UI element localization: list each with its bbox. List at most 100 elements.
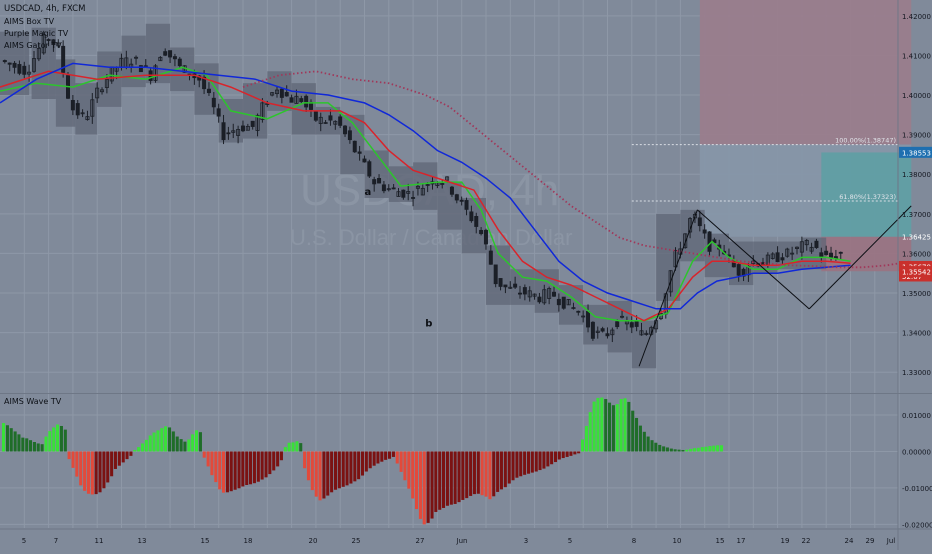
- candle-body: [41, 33, 46, 54]
- candle-body: [556, 298, 561, 306]
- wave-bar: [465, 451, 469, 499]
- wave-bar: [569, 451, 573, 456]
- wave-bar: [260, 451, 264, 480]
- wave-bar: [480, 451, 484, 496]
- candle-body: [36, 48, 41, 60]
- wave-panel-title[interactable]: AIMS Wave TV: [4, 397, 62, 406]
- wave-bar: [94, 451, 98, 495]
- indicator-legend-magic[interactable]: Purple Magic TV: [4, 29, 69, 38]
- candle-body: [581, 315, 586, 318]
- time-tick-label: 17: [737, 537, 746, 545]
- aims-box: [437, 182, 462, 230]
- wave-bar: [330, 451, 334, 493]
- candle-body: [323, 122, 328, 124]
- wave-bar: [256, 451, 260, 482]
- wave-bar: [322, 451, 326, 499]
- candle-body: [231, 130, 236, 133]
- wave-bar: [283, 447, 287, 452]
- wave-bar: [642, 431, 646, 452]
- candle-body: [158, 56, 163, 62]
- candle-body: [284, 91, 289, 97]
- candle-body: [498, 278, 503, 287]
- wave-bar: [503, 451, 507, 488]
- wave-bar: [2, 423, 6, 452]
- candle-body: [22, 65, 27, 75]
- wave-bar: [106, 451, 110, 483]
- candle-body: [100, 89, 105, 93]
- candle-body: [838, 251, 843, 254]
- wave-bar: [129, 451, 133, 456]
- time-tick-label: 11: [95, 537, 104, 545]
- wave-bar: [646, 436, 650, 452]
- price-tick-label: 1.40000: [902, 92, 931, 100]
- wave-bar: [716, 445, 720, 452]
- wave-bar: [472, 451, 476, 495]
- wave-bar: [141, 443, 145, 452]
- candle-body: [104, 79, 109, 88]
- candle-body: [668, 270, 673, 293]
- wave-bar: [229, 451, 233, 492]
- wave-bar: [361, 451, 365, 476]
- wave-bar: [175, 436, 179, 452]
- candle-body: [352, 140, 357, 153]
- candle-body: [644, 332, 649, 335]
- watermark-description: U.S. Dollar / Canadian Dollar: [290, 225, 572, 250]
- wave-bar: [577, 451, 581, 454]
- indicator-legend-box[interactable]: AIMS Box TV: [4, 17, 55, 26]
- wave-bar: [584, 425, 588, 452]
- candle-body: [600, 328, 605, 332]
- candle-body: [415, 185, 420, 189]
- candle-body: [85, 116, 90, 121]
- wave-bar: [700, 447, 704, 452]
- candle-body: [799, 241, 804, 253]
- price-tick-label: 1.33000: [902, 369, 931, 377]
- wave-bar: [689, 448, 693, 452]
- candle-body: [751, 260, 756, 265]
- candle-body: [493, 264, 498, 285]
- candle-body: [274, 89, 279, 95]
- candle-body: [819, 252, 824, 258]
- indicator-legend-gator[interactable]: AIMS Gator TV: [4, 41, 62, 50]
- wave-bar: [71, 451, 75, 468]
- candle-body: [168, 50, 173, 58]
- time-tick-label: 19: [781, 537, 790, 545]
- wave-bar: [449, 451, 453, 505]
- wave-bar: [445, 451, 449, 506]
- wave-tick-label: 0.01000: [902, 412, 931, 420]
- wave-bar: [210, 451, 214, 476]
- candle-body: [240, 125, 245, 132]
- candle-body: [586, 311, 591, 328]
- wave-bar: [171, 431, 175, 452]
- candle-body: [206, 88, 211, 94]
- candle-body: [420, 187, 425, 196]
- time-tick-label: 27: [416, 537, 425, 545]
- wave-bar: [685, 449, 689, 452]
- wave-bar: [233, 451, 237, 490]
- aims-box: [388, 166, 414, 202]
- candle-body: [673, 249, 678, 268]
- wave-bar: [581, 439, 585, 452]
- wave-bar: [538, 451, 542, 471]
- wave-bar: [9, 428, 13, 452]
- price-tick-label: 1.35000: [902, 290, 931, 298]
- candle-body: [338, 116, 343, 126]
- candle-body: [226, 132, 231, 135]
- candle-body: [27, 71, 32, 75]
- candle-body: [401, 189, 406, 198]
- candle-body: [202, 76, 207, 90]
- wave-bar: [337, 451, 341, 489]
- candle-body: [532, 293, 537, 297]
- wave-bar: [627, 401, 631, 452]
- wave-bar: [681, 450, 685, 452]
- candle-body: [90, 99, 95, 117]
- wave-bar: [511, 451, 515, 481]
- candle-body: [479, 229, 484, 235]
- wave-bar: [168, 427, 172, 452]
- aims-box: [340, 114, 365, 175]
- candle-body: [211, 97, 216, 108]
- candle-body: [7, 62, 12, 65]
- wave-bar: [252, 451, 256, 484]
- wave-bar: [380, 451, 384, 462]
- candle-body: [245, 125, 250, 131]
